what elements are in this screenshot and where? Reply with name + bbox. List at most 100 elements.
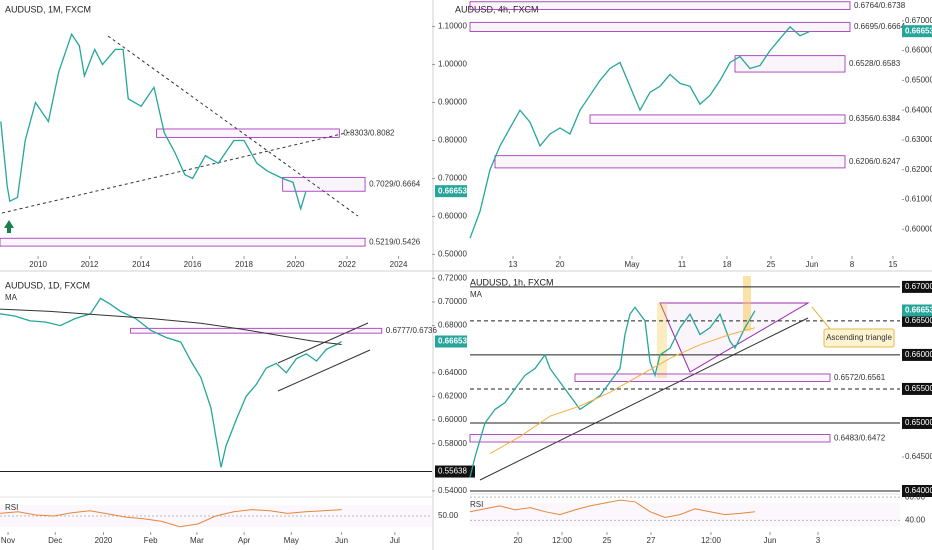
y-tick-label: 0.65500 bbox=[905, 384, 932, 393]
x-tick-label: Jun bbox=[764, 536, 777, 545]
tick-badge bbox=[902, 314, 932, 327]
x-tick-label: Nov bbox=[1, 536, 15, 545]
y-tick-label: 0.66000 bbox=[905, 46, 932, 55]
price-label: 0.66653 bbox=[905, 26, 932, 35]
price-line bbox=[0, 297, 342, 468]
y-tick-label: 0.62000 bbox=[905, 165, 932, 174]
x-tick-label: 18 bbox=[723, 260, 732, 269]
x-tick-label: 2014 bbox=[132, 260, 150, 269]
trendline bbox=[479, 317, 809, 481]
zone-label: 0.8303/0.8082 bbox=[343, 128, 395, 137]
price-badge bbox=[435, 185, 467, 198]
y-tick-label: 0.60000 bbox=[438, 212, 467, 221]
rsi-label: RSI bbox=[5, 503, 18, 512]
highlight-bar bbox=[657, 303, 667, 378]
zone bbox=[469, 434, 831, 443]
zone bbox=[130, 327, 383, 334]
y-tick-label: 0.54000 bbox=[438, 486, 467, 495]
annotation-pointer bbox=[811, 306, 831, 330]
y-tick-label: 1.10000 bbox=[438, 22, 467, 31]
tick-badge bbox=[902, 280, 932, 293]
price-label: 0.66653 bbox=[438, 337, 467, 346]
y-tick-label: 0.50000 bbox=[438, 250, 467, 259]
x-tick-label: Jul bbox=[390, 536, 400, 545]
ma-line bbox=[489, 327, 756, 455]
y-tick-label: 0.64500 bbox=[905, 452, 932, 461]
x-tick-label: May bbox=[624, 260, 639, 269]
rsi-tick-label: 50.00 bbox=[438, 511, 459, 520]
x-tick-label: 2020 bbox=[95, 536, 113, 545]
y-tick-label: 0.90000 bbox=[438, 98, 467, 107]
zone bbox=[156, 128, 340, 138]
x-tick-label: May bbox=[284, 536, 299, 545]
chart-title: AUDUSD, 1h, FXCM bbox=[470, 277, 554, 287]
zone bbox=[494, 155, 846, 169]
price-badge bbox=[902, 304, 932, 317]
level-badge bbox=[435, 465, 475, 478]
y-tick-label: 0.61000 bbox=[905, 195, 932, 204]
price-label: 0.66653 bbox=[905, 306, 932, 315]
zone-label: 0.6777/0.6736 bbox=[386, 326, 438, 335]
tick-badge bbox=[902, 485, 932, 497]
x-tick-label: 2018 bbox=[235, 260, 253, 269]
y-tick-label: 0.66000 bbox=[905, 350, 932, 359]
tick-badge bbox=[902, 382, 932, 395]
y-tick-label: 0.80000 bbox=[438, 136, 467, 145]
chart-title: AUDUSD, 1D, FXCM bbox=[5, 280, 90, 290]
price-label: 0.66653 bbox=[438, 186, 467, 195]
x-tick-label: 20 bbox=[514, 536, 523, 545]
rsi-label: RSI bbox=[470, 500, 483, 509]
channel-line bbox=[277, 322, 369, 364]
price-line bbox=[469, 25, 811, 239]
x-tick-label: 25 bbox=[603, 536, 612, 545]
zone-label: 0.7029/0.6664 bbox=[369, 179, 421, 188]
x-tick-label: 2022 bbox=[338, 260, 356, 269]
zone-label: 0.6483/0.6472 bbox=[834, 433, 886, 442]
rsi-line bbox=[469, 499, 756, 519]
rsi-line bbox=[0, 509, 342, 528]
zone bbox=[0, 237, 366, 247]
y-tick-label: 0.58000 bbox=[438, 439, 467, 448]
x-tick-label: 20 bbox=[556, 260, 565, 269]
price-line bbox=[0, 32, 307, 212]
price-badge bbox=[902, 25, 932, 38]
y-tick-label: 0.60000 bbox=[438, 415, 467, 424]
y-tick-label: 0.72000 bbox=[438, 273, 467, 282]
zone bbox=[469, 1, 851, 10]
rsi-tick-label: 40.00 bbox=[905, 515, 926, 524]
zone bbox=[282, 176, 366, 192]
tick-badge bbox=[902, 416, 932, 429]
x-tick-label: Mar bbox=[190, 536, 204, 545]
y-tick-label: 0.64000 bbox=[438, 368, 467, 377]
legend-label: MA bbox=[5, 293, 18, 302]
y-tick-label: 0.64000 bbox=[905, 486, 932, 495]
zone-label: 0.6356/0.6384 bbox=[849, 114, 901, 123]
annotation-box bbox=[823, 328, 895, 348]
x-tick-label: 8 bbox=[850, 260, 855, 269]
x-tick-label: Jun bbox=[335, 536, 348, 545]
zone bbox=[734, 55, 846, 73]
y-tick-label: 0.60000 bbox=[905, 224, 932, 233]
y-tick-label: 0.68000 bbox=[438, 321, 467, 330]
x-tick-label: 13 bbox=[509, 260, 518, 269]
price-badge bbox=[435, 335, 467, 348]
y-tick-label: 0.65000 bbox=[905, 418, 932, 427]
x-tick-label: 3 bbox=[816, 536, 821, 545]
x-tick-label: 27 bbox=[647, 536, 656, 545]
x-tick-label: Apr bbox=[238, 536, 251, 545]
x-tick-label: 2020 bbox=[287, 260, 305, 269]
highlight-bar bbox=[743, 276, 751, 331]
y-tick-label: 0.65000 bbox=[905, 75, 932, 84]
x-tick-label: Jun bbox=[806, 260, 819, 269]
chart-title: AUDUSD, 1M, FXCM bbox=[5, 4, 91, 14]
zone bbox=[589, 114, 846, 124]
x-tick-label: 2024 bbox=[390, 260, 408, 269]
y-tick-label: 0.64000 bbox=[905, 105, 932, 114]
x-tick-label: 12:00 bbox=[701, 536, 722, 545]
level-label: 0.55638 bbox=[438, 467, 467, 476]
x-tick-label: 2016 bbox=[184, 260, 202, 269]
x-tick-label: 25 bbox=[767, 260, 776, 269]
rsi-band bbox=[470, 502, 900, 527]
zone bbox=[469, 21, 851, 32]
